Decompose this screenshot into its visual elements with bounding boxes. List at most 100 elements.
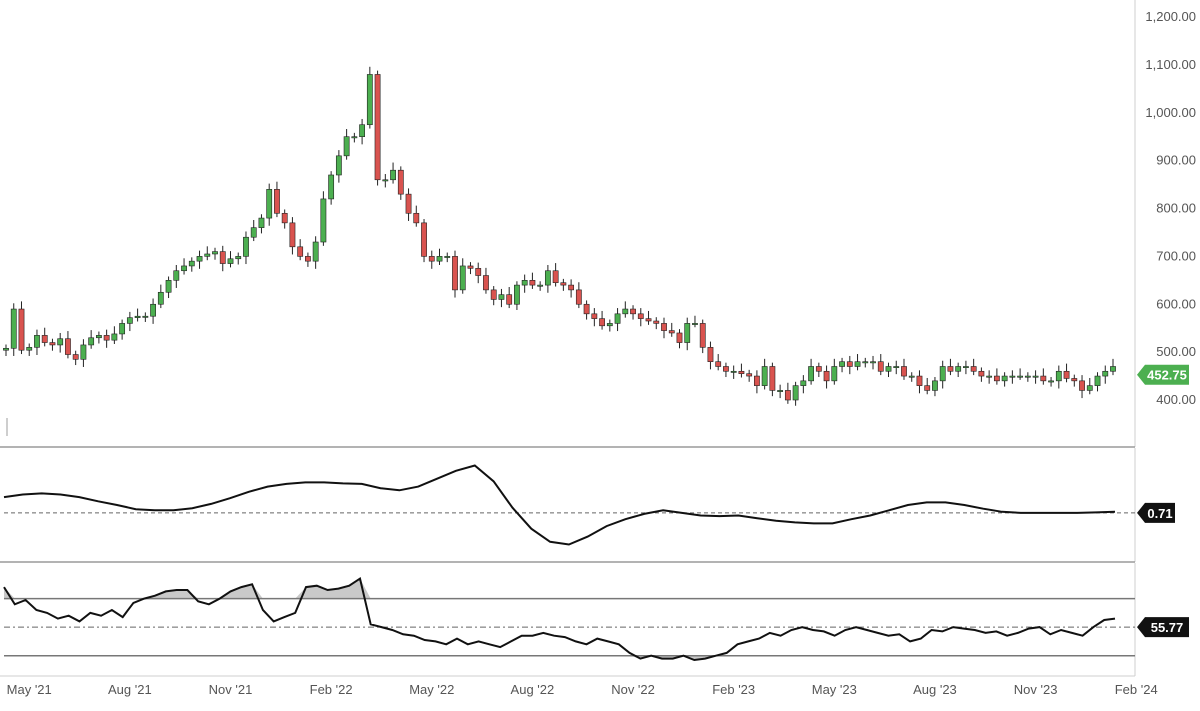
candle-up xyxy=(390,169,396,181)
candle-down xyxy=(746,373,753,377)
candle-down xyxy=(784,390,791,401)
value-badges: 452.75 0.71 55.77 xyxy=(1137,364,1189,638)
candle-up xyxy=(1017,375,1024,378)
candle-down xyxy=(421,222,427,257)
candle-down xyxy=(947,366,954,372)
candle-up xyxy=(204,253,211,257)
y-tick-label: 1,200.00 xyxy=(1145,9,1196,24)
candle-up xyxy=(366,74,373,126)
candle-down xyxy=(219,251,226,264)
volatility-panel xyxy=(3,464,1135,546)
candle-up xyxy=(165,280,172,293)
candle-down xyxy=(723,366,729,372)
candle-up xyxy=(1110,366,1116,372)
candle-up xyxy=(95,335,102,339)
candle-up xyxy=(382,179,389,182)
candle-down xyxy=(305,256,311,262)
candle-up xyxy=(243,236,249,257)
candle-up xyxy=(514,284,520,305)
candle-down xyxy=(413,212,420,224)
candle-up xyxy=(57,338,64,346)
x-tick-label: Aug '21 xyxy=(108,682,152,697)
candle-up xyxy=(343,136,350,157)
candle-up xyxy=(80,344,87,360)
y-tick-label: 1,100.00 xyxy=(1145,57,1196,72)
candle-up xyxy=(614,313,621,324)
candle-down xyxy=(668,330,675,334)
candle-down xyxy=(72,354,79,360)
candle-up xyxy=(312,241,319,262)
candle-down xyxy=(568,284,575,291)
candle-up xyxy=(444,256,451,258)
candle-up xyxy=(1024,375,1031,378)
candle-down xyxy=(475,268,482,276)
candle-down xyxy=(699,323,706,348)
candle-up xyxy=(498,294,505,300)
candle-down xyxy=(993,375,1000,382)
candle-down xyxy=(1063,370,1070,379)
candle-down xyxy=(297,246,304,257)
candle-down xyxy=(676,332,683,343)
x-tick-label: Feb '23 xyxy=(712,682,755,697)
candle-down xyxy=(281,212,288,224)
price-badge-text: 452.75 xyxy=(1147,368,1187,383)
candle-up xyxy=(258,217,265,228)
candle-up xyxy=(831,366,838,382)
candle-down xyxy=(575,289,582,305)
candle-down xyxy=(846,361,853,367)
candle-down xyxy=(916,375,923,386)
candle-up xyxy=(1055,370,1062,382)
candle-up xyxy=(134,315,141,318)
candle-up xyxy=(1094,375,1101,386)
candle-down xyxy=(877,361,884,372)
candle-up xyxy=(761,366,768,386)
candle-down xyxy=(591,313,598,319)
candle-down xyxy=(599,318,605,327)
candle-down xyxy=(552,270,559,284)
candle-down xyxy=(467,265,474,269)
candle-down xyxy=(970,366,977,372)
candle-down xyxy=(506,294,513,305)
x-tick-label: May '23 xyxy=(812,682,857,697)
candle-up xyxy=(800,380,807,386)
candle-down xyxy=(645,318,652,322)
candle-up xyxy=(885,366,892,372)
rsi-overbought-fill xyxy=(4,578,1115,599)
candle-down xyxy=(374,74,381,181)
y-tick-label: 400.00 xyxy=(1156,392,1196,407)
candle-down xyxy=(405,193,412,214)
candle-up xyxy=(1086,385,1093,391)
candle-up xyxy=(1048,380,1054,383)
candle-down xyxy=(901,366,907,377)
candle-down xyxy=(1040,375,1047,382)
candle-up xyxy=(250,227,257,238)
x-tick-label: Nov '23 xyxy=(1014,682,1058,697)
candle-up xyxy=(320,198,327,243)
candle-up xyxy=(692,323,698,325)
candle-up xyxy=(1032,375,1039,378)
candle-up xyxy=(88,337,95,346)
candle-up xyxy=(862,361,869,364)
candle-up xyxy=(3,347,9,351)
candle-up xyxy=(792,385,799,401)
vol-badge-shape xyxy=(1137,502,1175,523)
x-tick-label: Nov '22 xyxy=(611,682,655,697)
price-candles xyxy=(3,66,1116,406)
candle-up xyxy=(181,265,187,272)
x-tick-label: Aug '22 xyxy=(511,682,555,697)
candle-up xyxy=(893,366,900,368)
candle-up xyxy=(808,366,814,382)
candle-down xyxy=(18,308,25,351)
y-tick-label: 800.00 xyxy=(1156,201,1196,216)
y-tick-label: 500.00 xyxy=(1156,344,1196,359)
candle-down xyxy=(823,370,830,382)
candle-up xyxy=(335,155,342,176)
candle-down xyxy=(49,342,56,346)
candle-down xyxy=(428,256,435,262)
candle-up xyxy=(986,375,993,378)
x-tick-label: Aug '23 xyxy=(913,682,957,697)
candle-up xyxy=(328,174,335,200)
candle-down xyxy=(583,303,590,315)
candle-down xyxy=(924,385,931,391)
candle-up xyxy=(544,270,551,286)
